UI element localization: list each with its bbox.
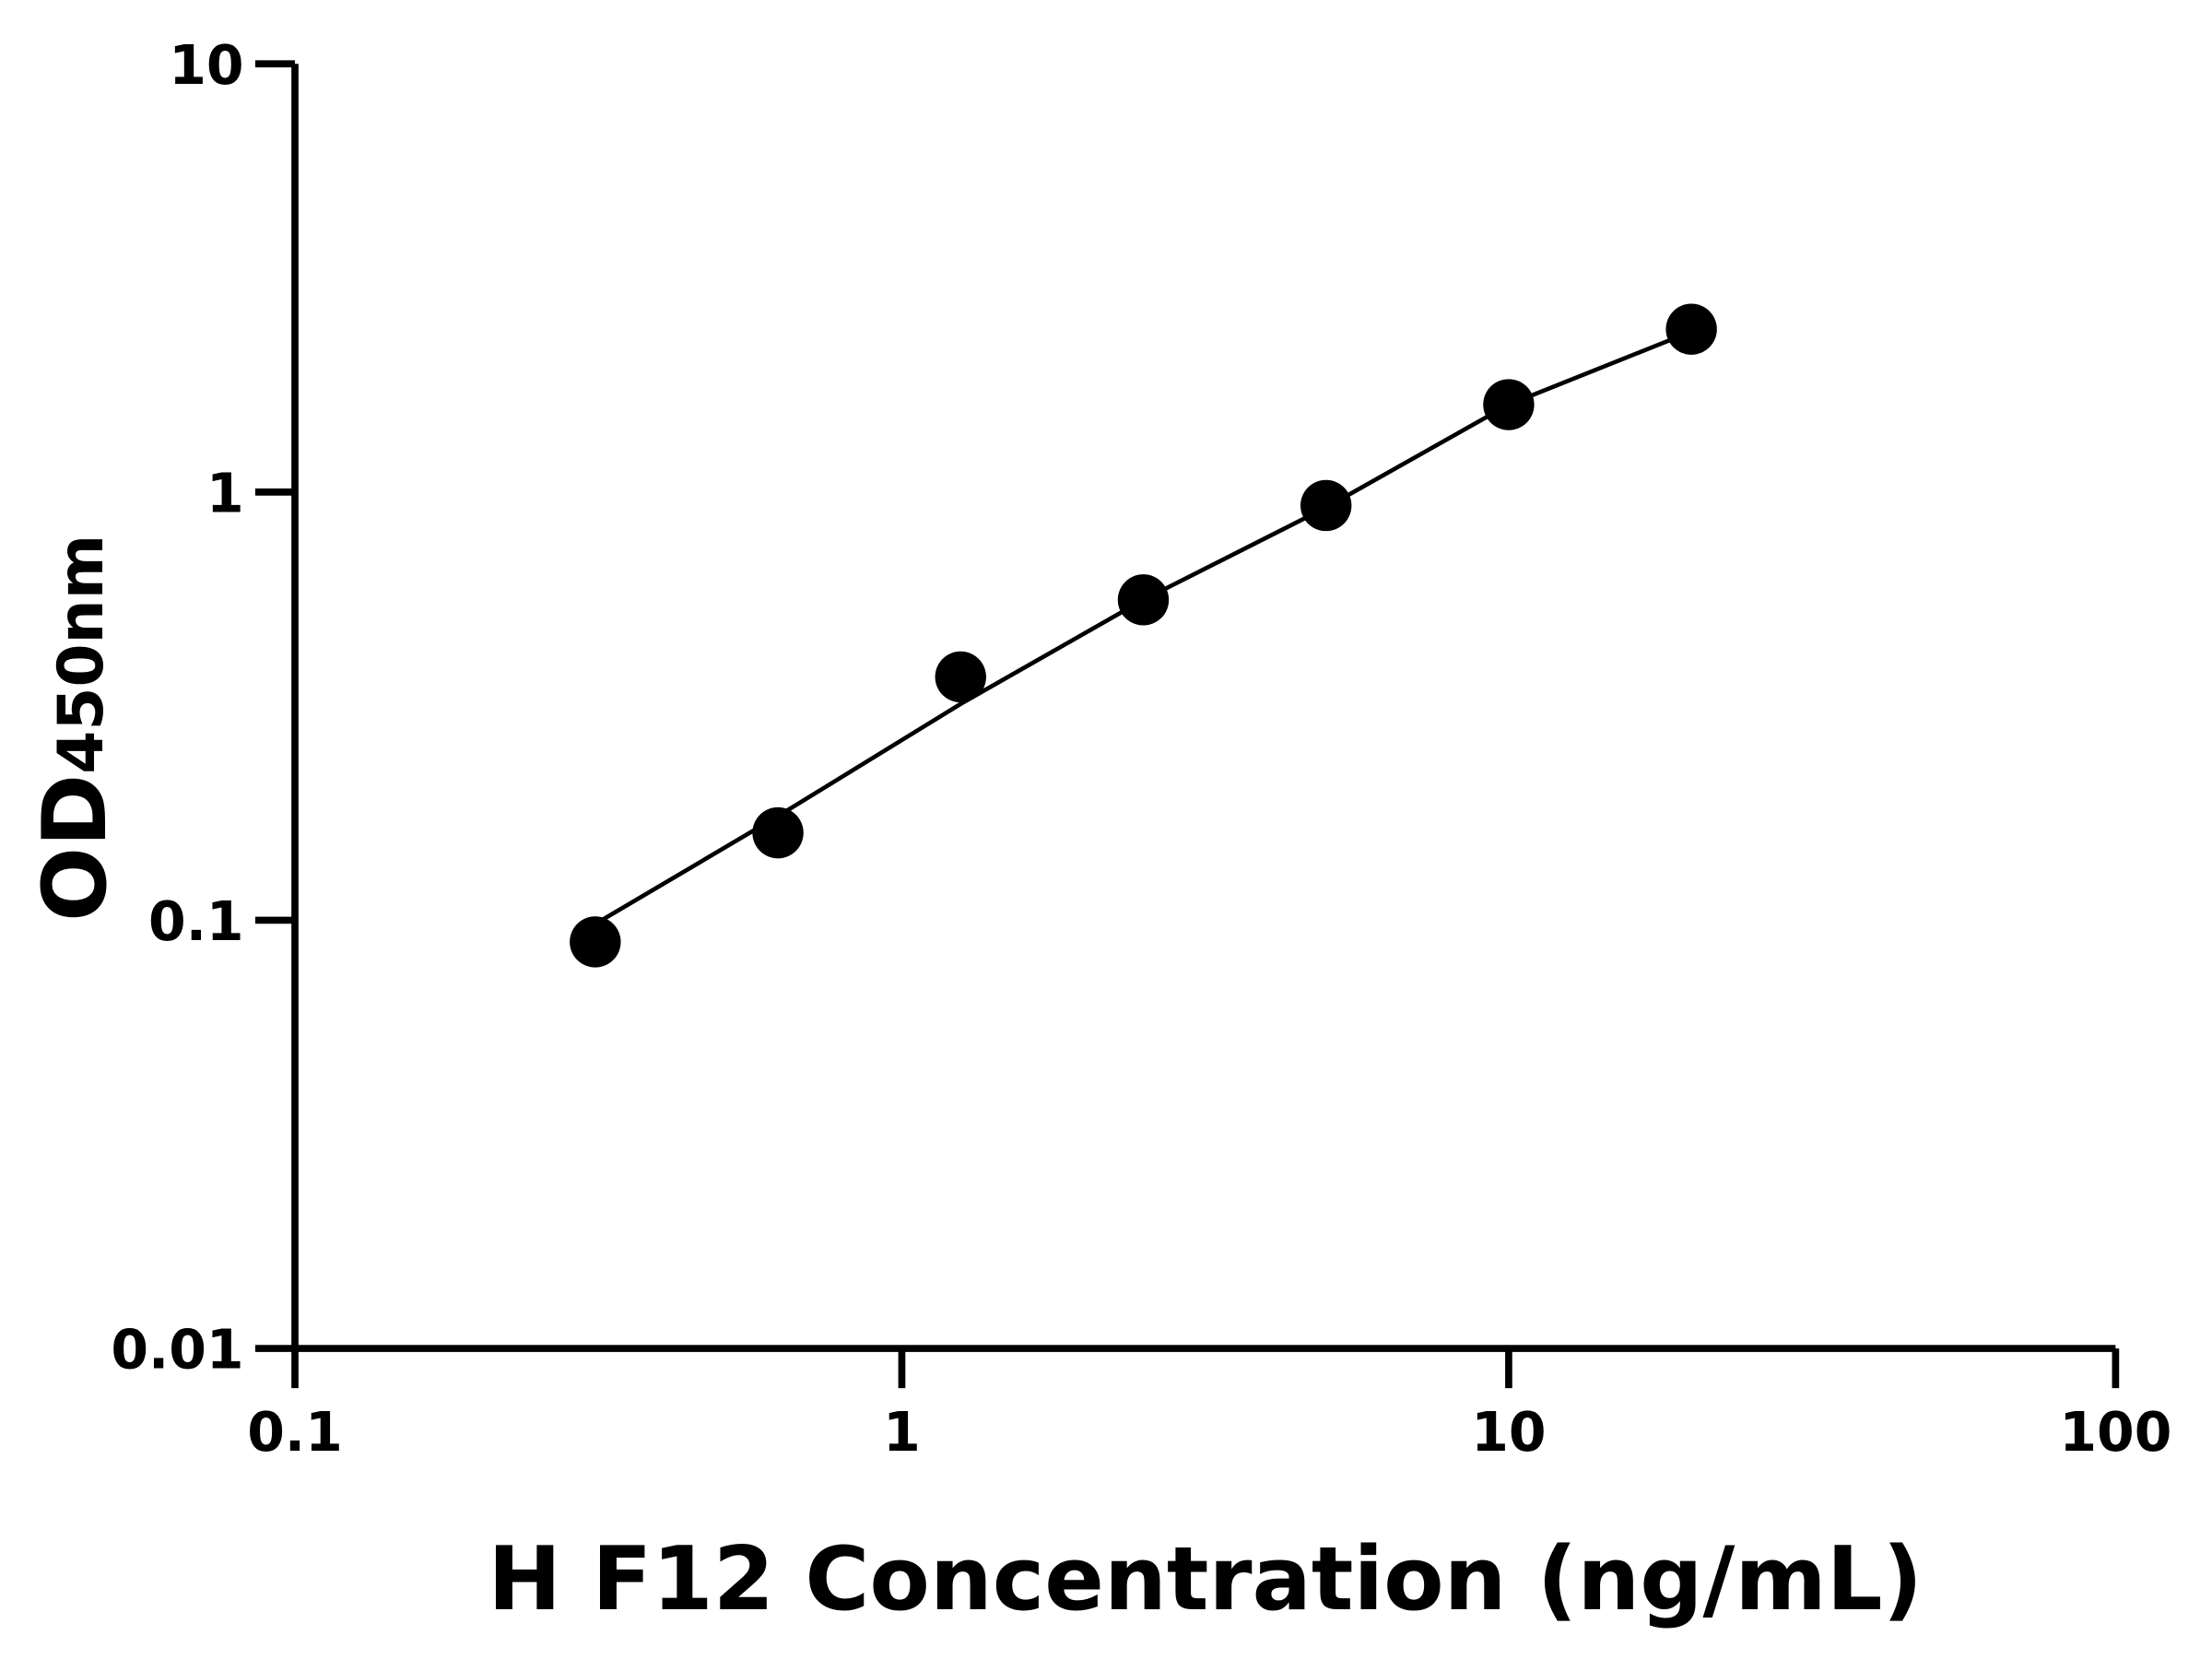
data-point bbox=[1483, 379, 1535, 430]
y-axis-label-main: OD bbox=[24, 774, 126, 922]
data-point bbox=[1665, 303, 1717, 355]
y-tick-label: 0.01 bbox=[111, 1319, 243, 1382]
x-tick-label: 10 bbox=[1471, 1401, 1546, 1464]
data-point bbox=[1300, 479, 1352, 532]
y-axis-label: OD450nm bbox=[24, 535, 126, 922]
x-tick-label: 1 bbox=[883, 1401, 921, 1464]
data-point bbox=[935, 651, 986, 703]
y-tick-label: 0.1 bbox=[148, 890, 244, 953]
x-axis-label: H F12 Concentration (ng/mL) bbox=[488, 1528, 1923, 1630]
data-point bbox=[570, 916, 621, 968]
y-axis-label-subscript: 450nm bbox=[44, 535, 117, 774]
x-tick-label: 100 bbox=[2059, 1401, 2171, 1464]
data-point bbox=[752, 806, 804, 859]
y-tick-label: 1 bbox=[206, 462, 244, 524]
data-point bbox=[1117, 574, 1170, 626]
y-tick-label: 10 bbox=[169, 34, 243, 97]
x-tick-label: 0.1 bbox=[247, 1401, 343, 1464]
